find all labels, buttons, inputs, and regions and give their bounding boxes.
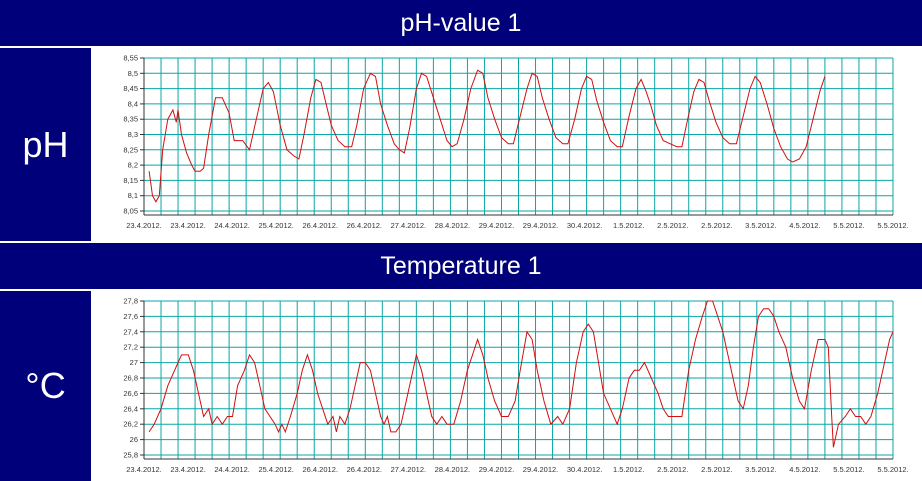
y-tick-label: 26,6	[123, 389, 138, 398]
x-tick-label: 2.5.2012.	[701, 221, 732, 230]
x-tick-label: 2.5.2012.	[657, 221, 688, 230]
y-tick-label: 27	[130, 358, 138, 367]
y-tick-label: 27,8	[123, 297, 138, 306]
x-tick-label: 30.4.2012.	[567, 221, 602, 230]
y-tick-label: 8,1	[128, 191, 138, 200]
y-tick-label: 8,45	[123, 84, 138, 93]
series-line	[148, 69, 826, 203]
y-tick-label: 27,2	[123, 343, 138, 352]
x-tick-label: 4.5.2012.	[789, 465, 820, 474]
x-tick-label: 26.4.2012.	[347, 221, 382, 230]
chart-title-temperature: Temperature 1	[0, 243, 922, 289]
x-tick-label: 28.4.2012.	[435, 221, 470, 230]
y-tick-label: 25,8	[123, 451, 138, 460]
x-tick-label: 23.4.2012.	[126, 221, 161, 230]
x-tick-label: 1.5.2012.	[613, 221, 644, 230]
x-tick-label: 1.5.2012.	[613, 465, 644, 474]
y-tick-label: 26	[130, 435, 138, 444]
x-tick-label: 25.4.2012.	[258, 465, 293, 474]
y-tick-label: 26,8	[123, 374, 138, 383]
x-tick-label: 4.5.2012.	[789, 221, 820, 230]
x-tick-label: 26.4.2012.	[303, 465, 338, 474]
x-tick-label: 23.4.2012.	[126, 465, 161, 474]
x-tick-label: 5.5.2012.	[833, 465, 864, 474]
x-tick-label: 23.4.2012.	[170, 221, 205, 230]
x-tick-label: 2.5.2012.	[657, 465, 688, 474]
y-tick-label: 27,4	[123, 327, 138, 336]
x-tick-label: 3.5.2012.	[745, 221, 776, 230]
y-tick-label: 8,05	[123, 207, 138, 216]
x-tick-label: 30.4.2012.	[567, 465, 602, 474]
header-divider	[0, 46, 922, 48]
x-tick-label: 5.5.2012.	[877, 221, 908, 230]
x-tick-label: 25.4.2012.	[258, 221, 293, 230]
x-tick-label: 2.5.2012.	[701, 465, 732, 474]
ylabel-ph: pH	[0, 48, 91, 241]
x-tick-label: 26.4.2012.	[347, 465, 382, 474]
y-tick-label: 26,4	[123, 404, 138, 413]
x-tick-label: 23.4.2012.	[170, 465, 205, 474]
series-line	[148, 300, 894, 448]
x-tick-label: 3.5.2012.	[745, 465, 776, 474]
y-tick-label: 8,15	[123, 176, 138, 185]
y-tick-label: 8,4	[128, 99, 138, 108]
x-tick-label: 29.4.2012.	[479, 465, 514, 474]
y-tick-label: 8,5	[128, 69, 138, 78]
x-tick-label: 5.5.2012.	[833, 221, 864, 230]
y-tick-label: 8,55	[123, 54, 138, 63]
chart-title-ph: pH-value 1	[0, 0, 922, 46]
x-tick-label: 26.4.2012.	[303, 221, 338, 230]
y-tick-label: 8,2	[128, 161, 138, 170]
x-tick-label: 24.4.2012.	[214, 465, 249, 474]
y-tick-label: 26,2	[123, 420, 138, 429]
x-tick-label: 29.4.2012.	[523, 221, 558, 230]
y-tick-label: 27,6	[123, 312, 138, 321]
x-tick-label: 27.4.2012.	[391, 465, 426, 474]
ph-chart: 8,55 8,5 8,45 8,4 8,35 8,3 8,25 8,2 8,15 8,1 8,05 2…	[123, 54, 908, 231]
x-tick-label: 28.4.2012.	[435, 465, 470, 474]
temperature-chart: 27,8 27,6 27,4 27,2 27 26,8 26,6 26,4 26,2 26 25,8…	[123, 297, 908, 475]
panel-divider	[0, 241, 922, 243]
y-tick-label: 8,3	[128, 130, 138, 139]
y-tick-label: 8,35	[123, 115, 138, 124]
ylabel-temperature: °C	[0, 291, 91, 481]
y-tick-label: 8,25	[123, 145, 138, 154]
x-tick-label: 27.4.2012.	[391, 221, 426, 230]
x-tick-label: 24.4.2012.	[214, 221, 249, 230]
x-tick-label: 29.4.2012.	[523, 465, 558, 474]
header-divider	[0, 289, 922, 291]
x-tick-label: 5.5.2012.	[877, 465, 908, 474]
x-tick-label: 29.4.2012.	[479, 221, 514, 230]
